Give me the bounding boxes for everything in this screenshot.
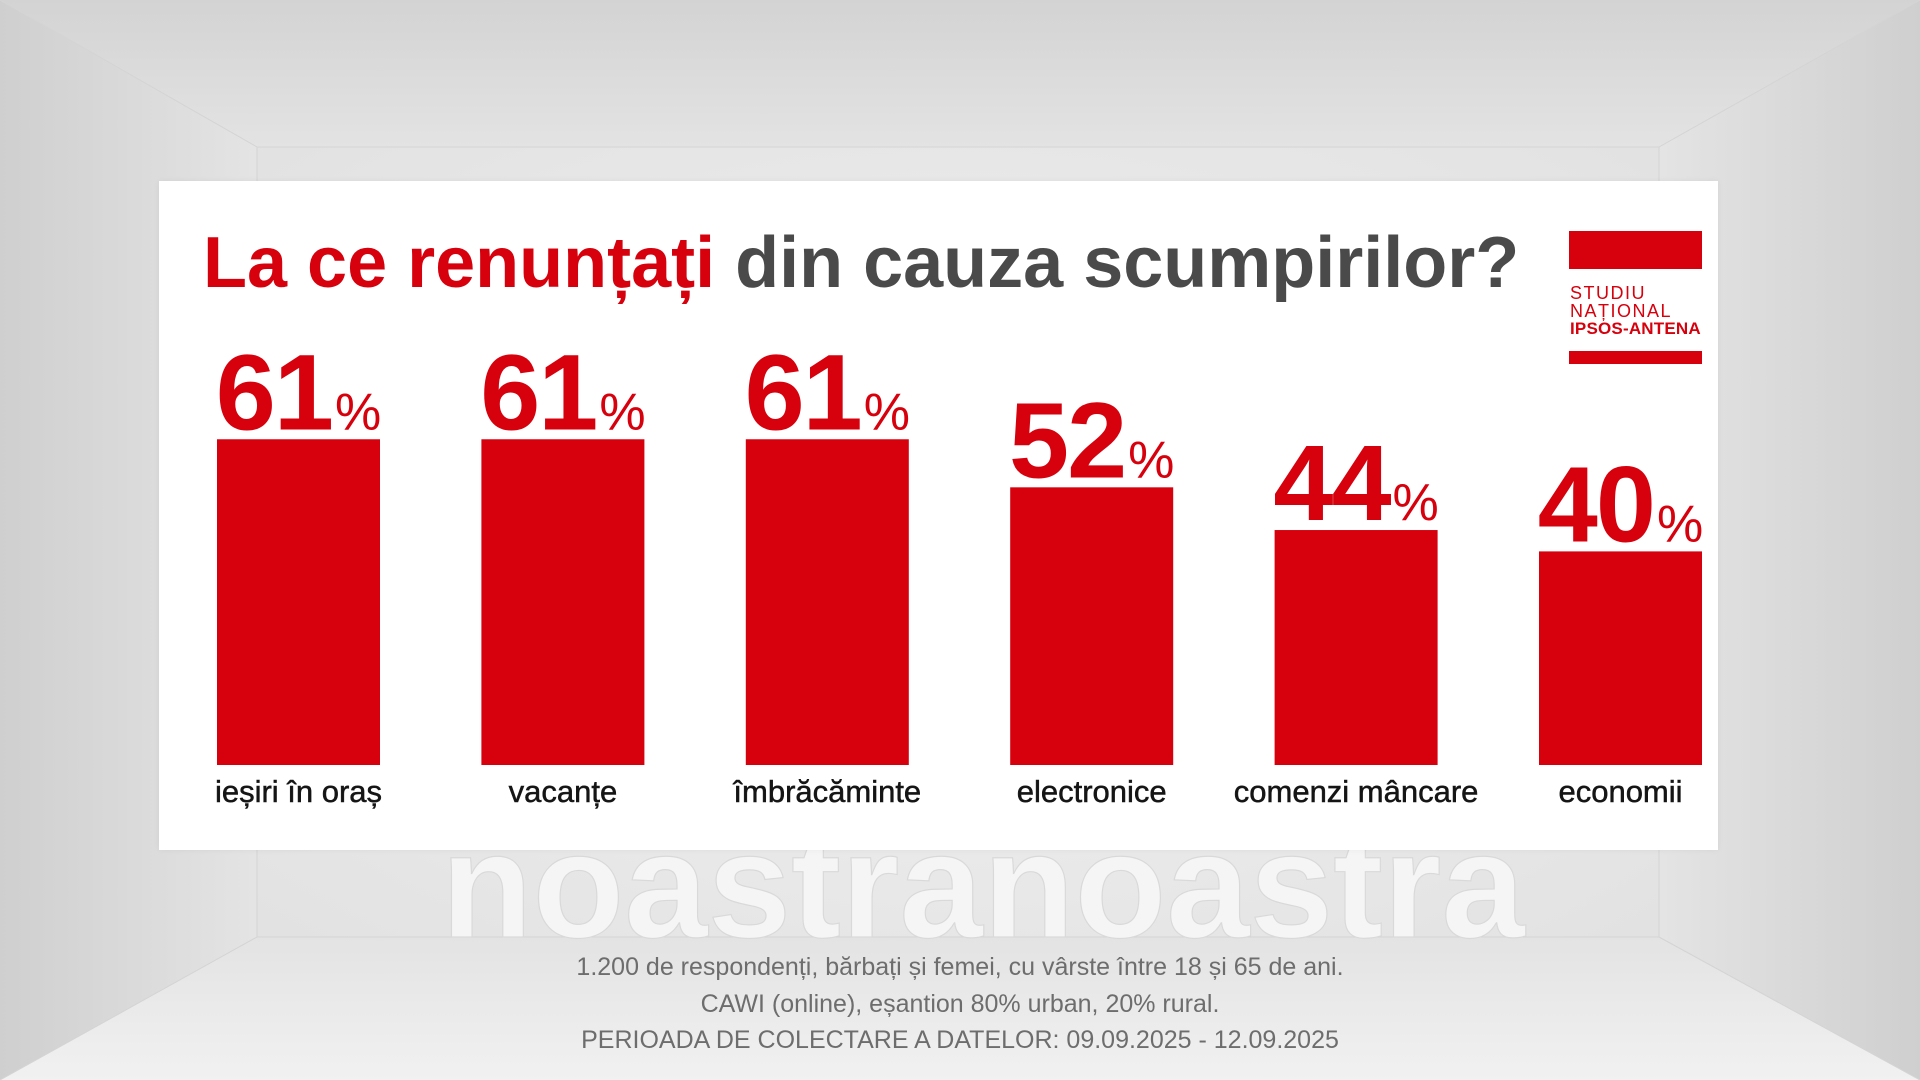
value-unit: % (864, 383, 910, 441)
chart-panel: La ce renunțați din cauza scumpirilor? S… (159, 181, 1718, 850)
value-number: 44 (1273, 422, 1391, 543)
chart-title-rest: din cauza scumpirilor? (715, 223, 1520, 303)
footnote-line-sample: 1.200 de respondenți, bărbați și femei, … (576, 953, 1344, 981)
bar (481, 439, 645, 765)
bar-group: 40% economii (1538, 443, 1703, 809)
bar (1539, 551, 1702, 765)
chart-title-highlight: La ce renunțați (203, 223, 716, 303)
ceiling (0, 0, 1920, 147)
value-unit: % (1128, 431, 1174, 489)
bar (745, 439, 909, 765)
floor (0, 937, 1920, 1080)
chart-title: La ce renunțați din cauza scumpirilor? (203, 223, 1519, 303)
logo-line-ipsos-antena: IPSOS-ANTENA (1570, 319, 1701, 338)
logo-bottom-bar (1569, 351, 1702, 364)
category-label: îmbrăcăminte (732, 774, 921, 809)
bar (217, 439, 380, 765)
logo-text: STUDIU NAȚIONAL IPSOS-ANTENA (1570, 284, 1701, 338)
value-unit: % (335, 383, 381, 441)
category-label: comenzi mâncare (1234, 774, 1479, 809)
value-label: 40% (1538, 443, 1703, 564)
right-wall (1659, 0, 1920, 1080)
category-label: vacanțe (509, 774, 618, 809)
logo-line-studiu: STUDIU (1570, 283, 1646, 303)
category-label: electronice (1017, 774, 1167, 809)
logo-line-national: NAȚIONAL (1570, 301, 1673, 321)
value-label: 52% (1009, 379, 1174, 500)
value-label: 61% (745, 331, 910, 452)
value-number: 40 (1538, 443, 1654, 564)
footnote-line-method: CAWI (online), eșantion 80% urban, 20% r… (700, 989, 1220, 1018)
bar-group: 44% comenzi mâncare (1234, 422, 1479, 809)
value-number: 52 (1009, 379, 1125, 500)
bar-group: 61% îmbrăcăminte (732, 331, 921, 809)
category-label: ieșiri în oraș (215, 774, 382, 809)
value-number: 61 (216, 331, 332, 452)
bar-chart: 61% ieșiri în oraș 61% vacanțe 61% îmbrăcămin… (215, 331, 1704, 809)
value-number: 61 (745, 331, 861, 452)
value-unit: % (1393, 474, 1439, 532)
value-label: 44% (1273, 422, 1438, 543)
bar-group: 61% vacanțe (480, 331, 645, 809)
bar (1010, 487, 1174, 765)
footnote-line-period: PERIOADA DE COLECTARE A DATELOR: 09.09.2… (581, 1026, 1339, 1054)
bar (1274, 530, 1438, 765)
methodology-note: 1.200 de respondenți, bărbați și femei, … (0, 949, 1920, 1059)
value-label: 61% (480, 331, 645, 452)
value-unit: % (1657, 495, 1703, 553)
value-number: 61 (480, 331, 596, 452)
category-label: economii (1558, 774, 1682, 809)
value-label: 61% (216, 331, 381, 452)
bar-group: 52% electronice (1009, 379, 1174, 809)
logo-top-bar (1569, 231, 1702, 269)
bar-group: 61% ieșiri în oraș (215, 331, 383, 809)
value-unit: % (599, 383, 645, 441)
